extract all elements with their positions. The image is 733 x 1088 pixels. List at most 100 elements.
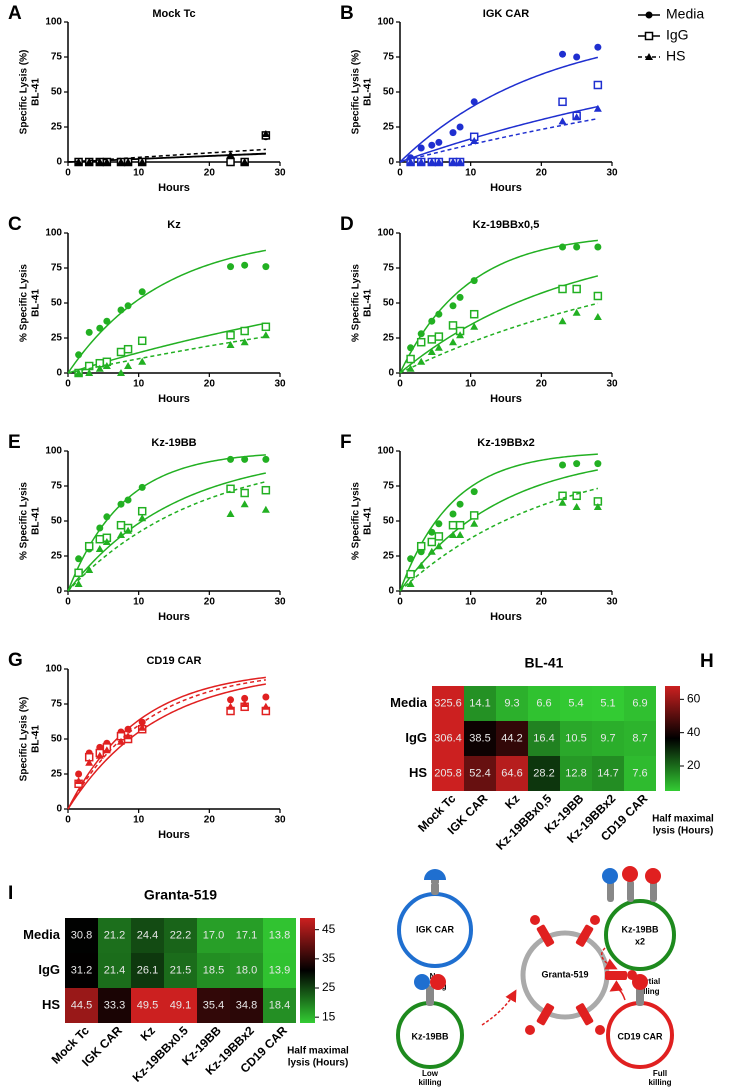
marker — [226, 510, 235, 517]
y-axis-label: BL-41 — [363, 289, 374, 317]
cell-label: 306.4 — [434, 732, 462, 744]
marker — [138, 357, 147, 365]
x-tick-label: 30 — [274, 168, 286, 179]
marker — [573, 460, 581, 468]
chart-title: Kz-19BBx2 — [477, 437, 534, 449]
panel-letter: C — [8, 214, 22, 235]
marker — [558, 284, 567, 294]
x-tick-label: 10 — [133, 379, 145, 390]
marker — [572, 284, 581, 294]
marker — [117, 500, 125, 508]
heatmap-cell — [131, 953, 164, 988]
marker — [124, 362, 133, 369]
cell-label: 21.2 — [104, 929, 125, 941]
marker — [116, 347, 126, 357]
x-tick-label: 20 — [536, 597, 548, 608]
marker — [96, 324, 104, 332]
marker — [593, 291, 603, 301]
marker — [240, 700, 249, 707]
cell-label: 24.4 — [137, 929, 158, 941]
marker — [124, 302, 132, 310]
cell-label: 8.7 — [632, 732, 647, 744]
marker — [593, 80, 603, 90]
fit-curve — [399, 117, 599, 163]
x-axis-label: Hours — [490, 611, 522, 623]
heatmap-cell — [164, 918, 197, 953]
x-tick-label: 30 — [606, 168, 618, 179]
fit-curve — [399, 453, 598, 592]
heatmap-cell — [464, 756, 496, 791]
colorbar-label: Half maximal — [287, 1046, 349, 1057]
marker — [455, 520, 465, 530]
heatmap-cell — [197, 953, 230, 988]
chart-title: Mock Tc — [152, 8, 195, 20]
fit-curve — [399, 56, 599, 163]
cell-label: 17.0 — [203, 929, 224, 941]
cell-label: 33.3 — [104, 999, 125, 1011]
marker — [137, 336, 147, 346]
colorbar-tick-label: 60 — [687, 692, 701, 706]
marker — [593, 313, 602, 320]
heatmap-cell — [560, 686, 592, 721]
cell-label: 49.5 — [137, 999, 158, 1011]
arrow — [481, 989, 517, 1026]
cell-label: 44.5 — [71, 999, 92, 1011]
marker — [102, 362, 111, 369]
marker — [85, 328, 93, 336]
marker — [137, 506, 147, 516]
marker — [417, 158, 426, 165]
marker — [261, 505, 270, 513]
marker — [85, 758, 94, 766]
marker — [448, 520, 458, 530]
cell-label: 13.9 — [269, 964, 290, 976]
heatmap-cell — [624, 756, 656, 791]
legend-marker — [645, 53, 653, 60]
outcome-label: killing — [418, 1078, 441, 1087]
kz19bbx2-cell: Kz-19BB x2 Partial killing — [602, 866, 676, 996]
heatmap-cell — [98, 918, 131, 953]
y-tick-label: 25 — [51, 769, 63, 780]
x-tick-label: 0 — [397, 597, 403, 608]
x-tick-label: 10 — [133, 597, 145, 608]
y-tick-label: 50 — [383, 87, 395, 98]
marker — [262, 455, 270, 463]
fit-curve — [399, 302, 599, 374]
cell-label: 28.2 — [533, 767, 554, 779]
marker — [469, 309, 479, 319]
x-axis-label: Hours — [158, 182, 190, 194]
heatmap-cell — [432, 721, 464, 756]
marker — [428, 141, 436, 149]
y-tick-label: 100 — [45, 228, 62, 239]
cell-label: Kz-19BB — [621, 924, 659, 934]
marker — [427, 348, 436, 355]
y-axis-label: BL-41 — [31, 507, 42, 535]
heatmap-cell — [464, 721, 496, 756]
marker — [594, 43, 602, 51]
marker — [102, 746, 111, 754]
x-axis-label: Hours — [490, 182, 522, 194]
y-axis-label: % Specific Lysis — [19, 264, 30, 342]
outcome-label: Full — [653, 1069, 667, 1078]
y-tick-label: 25 — [383, 551, 395, 562]
y-tick-label: 0 — [56, 586, 62, 597]
cell-label: IGK CAR — [416, 924, 455, 934]
heatmap-cell — [131, 988, 164, 1023]
y-axis-label: Specific Lysis (%) — [19, 697, 30, 782]
colorbar-tick-label: 40 — [687, 725, 701, 739]
colorbar-tick-label: 15 — [322, 1009, 336, 1023]
marker — [85, 369, 94, 376]
marker — [427, 335, 437, 344]
colorbar-tick-label: 20 — [687, 758, 701, 772]
cell-label: 21.5 — [170, 964, 191, 976]
marker — [117, 369, 125, 376]
marker — [117, 737, 125, 745]
row-label: IgG — [38, 962, 60, 977]
marker — [226, 330, 235, 340]
marker — [434, 332, 444, 341]
marker — [95, 364, 104, 372]
cell-label: 5.4 — [568, 697, 583, 709]
cell-label: 9.3 — [504, 697, 519, 709]
y-tick-label: 50 — [51, 87, 63, 98]
marker — [124, 732, 133, 740]
y-tick-label: 75 — [383, 263, 395, 274]
